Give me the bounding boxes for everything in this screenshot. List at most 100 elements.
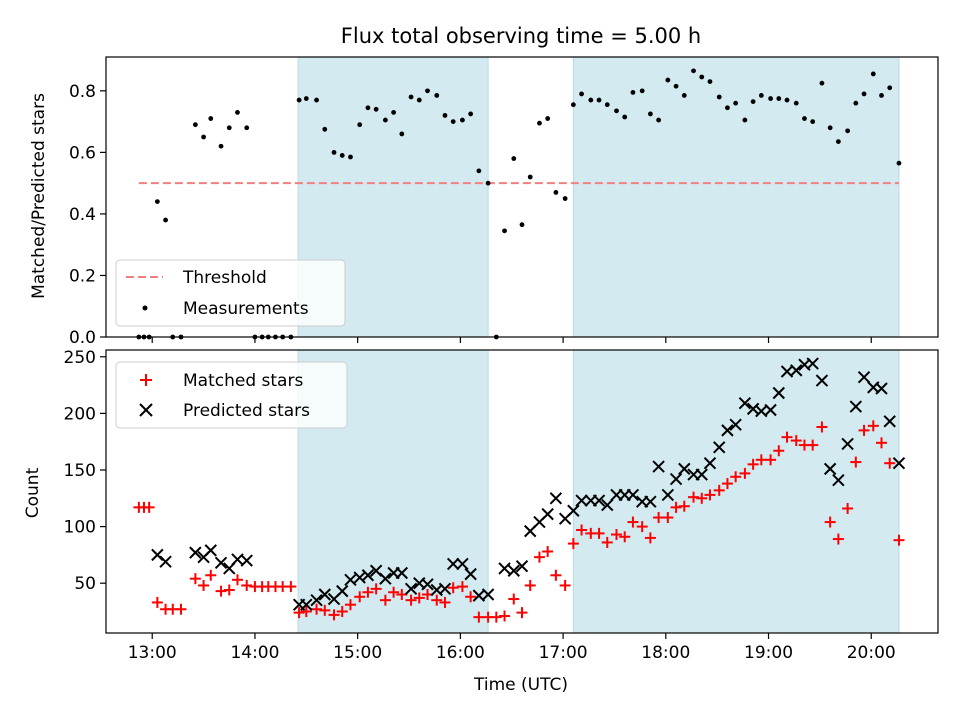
matched-stars-point	[747, 458, 759, 470]
matched-stars-point	[388, 586, 400, 598]
matched-stars-point	[559, 579, 571, 591]
matched-stars-point	[223, 584, 235, 596]
measurement-point	[416, 97, 422, 103]
top-y-tick-label: 0.2	[69, 266, 96, 286]
measurement-point	[399, 131, 405, 137]
measurement-point	[218, 143, 224, 149]
measurement-point	[579, 91, 584, 97]
measurements-legend-swatch	[142, 305, 148, 311]
measurement-point	[357, 122, 363, 128]
predicted-stars-point	[703, 456, 717, 470]
top-y-tick-label: 0.4	[69, 205, 96, 225]
matched-stars-point	[405, 594, 417, 606]
measurement-point	[425, 88, 430, 94]
matched-stars-point	[807, 439, 819, 451]
predicted-stars-point	[592, 494, 606, 507]
measurement-point	[665, 77, 671, 83]
measurement-point	[622, 114, 628, 120]
measurement-point	[537, 120, 542, 126]
measurement-point	[485, 180, 491, 186]
predicted-stars-point	[772, 386, 785, 400]
matched-stars-point	[379, 594, 391, 606]
predicted-stars-point	[214, 556, 228, 570]
bottom-series-0	[133, 420, 905, 623]
predicted-stars-point	[464, 567, 477, 581]
measurement-point	[303, 96, 309, 101]
top-y-tick-label: 0.6	[69, 143, 96, 163]
matched-stars-point	[533, 551, 545, 563]
matched-stars-point	[653, 512, 665, 524]
matched-stars-point	[713, 484, 725, 496]
measurement-point	[468, 111, 474, 117]
matched-stars-point	[755, 454, 767, 466]
measurement-point	[244, 125, 250, 131]
predicted-stars-point	[240, 554, 253, 567]
matched-stars-point	[319, 604, 331, 616]
predicted-stars-point	[815, 374, 829, 387]
matched-stars-point	[362, 586, 374, 598]
bottom-y-tick-label: 200	[64, 404, 96, 424]
measurement-point	[810, 119, 816, 125]
predicted-stars-point	[883, 415, 896, 428]
matched-stars-point	[439, 596, 451, 608]
matched-stars-point	[241, 579, 253, 591]
top-legend: Threshold Measurements	[115, 259, 346, 327]
measurement-point	[596, 97, 602, 103]
measurement-point	[450, 119, 456, 125]
matched-stars-point	[601, 536, 613, 548]
bottom-y-tick-label: 100	[64, 518, 96, 538]
matched-stars-point	[824, 516, 836, 528]
predicted-stars-point	[738, 396, 752, 410]
matched-stars-point	[151, 596, 163, 608]
measurement-point	[201, 134, 206, 140]
matched-stars-point	[456, 581, 468, 593]
measurement-point	[853, 100, 859, 106]
bottom-legend-frame	[115, 361, 348, 429]
matched-stars-point	[816, 421, 828, 433]
measurement-point	[235, 109, 240, 115]
matched-stars-point	[842, 502, 854, 514]
measurement-point	[553, 189, 559, 195]
matched-stars-point	[696, 492, 708, 504]
predicted-stars-point	[823, 462, 837, 476]
measurement-point	[716, 94, 722, 100]
measurement-point	[511, 156, 517, 161]
predicted-stars-point	[456, 557, 469, 571]
measurement-point	[154, 199, 160, 205]
matched-stars-point	[431, 594, 443, 606]
top-y-axis-label: Matched/Predicted stars	[29, 93, 49, 299]
matched-stars-point	[704, 489, 716, 501]
measurement-point	[647, 111, 653, 117]
measurement-point	[339, 153, 345, 158]
measurement-point	[750, 99, 756, 105]
measurement-point	[733, 100, 739, 106]
matched-stars-point	[773, 445, 785, 457]
matched-stars-point	[610, 529, 622, 541]
threshold-legend-label: Threshold	[182, 268, 267, 288]
predicted-stars-point	[159, 555, 172, 568]
matched-stars-point	[189, 573, 201, 585]
measurement-point	[365, 105, 371, 111]
matched-stars-point	[285, 581, 297, 593]
top-panel: 0.0 0.2 0.4 0.6 0.8	[69, 56, 939, 348]
predicted-stars-point	[678, 462, 691, 476]
measurement-point	[870, 71, 876, 77]
matched-legend-label: Matched stars	[183, 371, 303, 391]
matched-stars-point	[850, 456, 862, 468]
matched-stars-point	[858, 424, 870, 436]
measurement-point	[527, 174, 533, 180]
matched-stars-point	[576, 524, 588, 536]
matched-stars-point	[311, 603, 323, 615]
predicted-stars-point	[875, 382, 888, 395]
matched-stars-point	[876, 437, 888, 449]
predicted-stars-point	[318, 588, 331, 601]
bottom-axes-frame	[105, 349, 939, 634]
matched-stars-point	[198, 579, 210, 591]
measurement-point	[802, 116, 807, 121]
predicted-stars-point	[446, 557, 460, 571]
measurement-point	[442, 113, 448, 118]
measurement-point	[570, 102, 576, 108]
measurement-point	[879, 93, 884, 98]
predicted-stars-point	[652, 460, 665, 473]
